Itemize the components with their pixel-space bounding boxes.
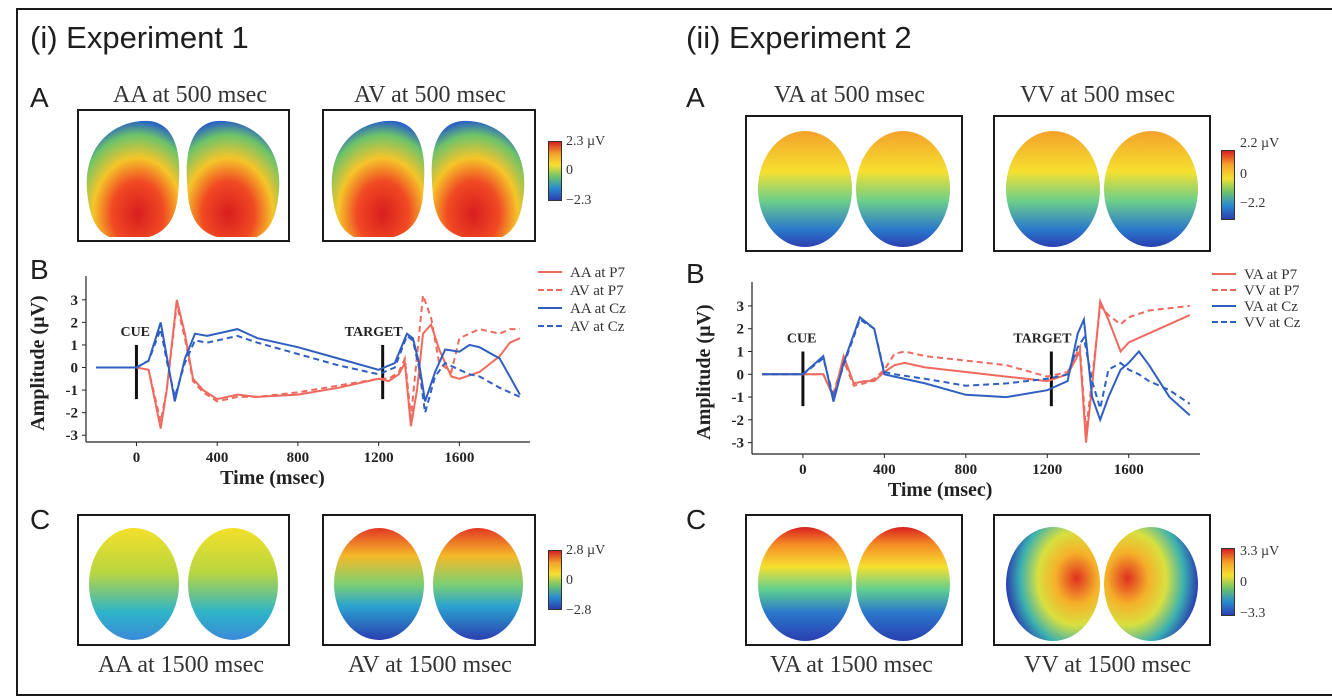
legend-label: VA at Cz — [1244, 299, 1298, 315]
legend-label: VV at P7 — [1244, 283, 1300, 299]
exp1-c-left-title: AA at 1500 msec — [98, 652, 264, 678]
legend-label: VV at Cz — [1244, 315, 1301, 331]
exp1-panel-b-label: B — [30, 254, 49, 285]
event-marker-label: TARGET — [1013, 331, 1072, 346]
x-tick-label: 400 — [206, 450, 229, 466]
exp1-c-color-scale — [548, 550, 562, 610]
head-pair-graphic — [758, 131, 950, 247]
exp2-c-left-title: VA at 1500 msec — [770, 652, 933, 678]
series-line — [762, 318, 1191, 409]
exp1-a-scale-mid: 0 — [566, 163, 573, 178]
legend-label: VA at P7 — [1244, 267, 1298, 283]
series-line — [96, 325, 521, 413]
legend-label: AV at Cz — [570, 319, 625, 335]
exp1-c-scale-max: 2.8 µV — [566, 543, 606, 558]
x-axis-label: Time (msec) — [888, 479, 993, 501]
y-tick-label: -2 — [732, 413, 745, 429]
exp1-c-scale-min: −2.8 — [566, 603, 592, 618]
series-line — [762, 315, 1191, 423]
head-pair-graphic — [331, 120, 525, 237]
experiment-1-title: (i) Experiment 1 — [30, 20, 249, 55]
y-tick-label: -3 — [66, 428, 79, 444]
exp1-c-scale-mid: 0 — [566, 573, 573, 588]
y-tick-label: -2 — [66, 406, 79, 422]
head-pair-graphic — [1006, 131, 1198, 247]
exp2-c-scale-max: 3.3 µV — [1240, 544, 1280, 559]
x-tick-label: 800 — [287, 450, 310, 466]
exp1-panel-c-label: C — [30, 504, 51, 535]
series-line — [96, 299, 521, 429]
y-tick-label: 1 — [71, 338, 79, 354]
exp2-a-left-title: VA at 500 msec — [774, 82, 925, 108]
topomap-va-1500 — [745, 514, 963, 646]
y-tick-label: -1 — [732, 390, 745, 406]
exp1-panel-a-label: A — [30, 82, 49, 113]
y-tick-label: 0 — [737, 367, 745, 383]
exp2-a-right-title: VV at 500 msec — [1020, 82, 1175, 108]
event-marker-label: CUE — [787, 331, 817, 346]
legend-label: AA at P7 — [570, 265, 626, 281]
x-tick-label: 1600 — [444, 450, 474, 466]
y-axis-label: Amplitude (µV) — [27, 295, 49, 430]
x-tick-label: 0 — [799, 462, 807, 478]
exp2-c-color-scale — [1221, 548, 1235, 616]
exp1-c-right-title: AV at 1500 msec — [348, 652, 512, 678]
y-tick-label: -1 — [66, 383, 79, 399]
topomap-vv-1500 — [993, 514, 1211, 646]
exp2-c-scale-mid: 0 — [1240, 575, 1247, 590]
y-tick-label: 1 — [737, 345, 745, 361]
exp1-legend: AA at P7 AV at P7 AA at Cz AV at Cz — [538, 265, 626, 335]
exp2-a-scale-max: 2.2 µV — [1240, 136, 1280, 151]
exp1-a-left-title: AA at 500 msec — [113, 82, 267, 108]
exp1-a-scale-min: −2.3 — [566, 193, 592, 208]
exp2-panel-c-label: C — [686, 504, 707, 535]
exp1-erp-chart: 3 2 1 0 -1 -2 -3 0 400 800 1200 1600 Time (msec) Ampl… — [27, 276, 530, 489]
y-tick-label: 3 — [737, 299, 745, 315]
y-tick-label: -3 — [732, 436, 745, 452]
topomap-av-500 — [322, 109, 536, 242]
exp2-a-scale-mid: 0 — [1240, 167, 1247, 182]
y-tick-label: 3 — [71, 293, 79, 309]
x-axis-label: Time (msec) — [220, 467, 325, 489]
series-line — [96, 294, 520, 422]
x-tick-label: 800 — [955, 462, 978, 478]
exp2-c-right-title: VV at 1500 msec — [1024, 652, 1191, 678]
exp2-a-color-scale — [1221, 150, 1235, 220]
x-tick-label: 0 — [133, 450, 141, 466]
x-tick-label: 1200 — [1032, 462, 1062, 478]
event-marker-label: CUE — [120, 325, 150, 340]
x-tick-label: 1600 — [1114, 462, 1144, 478]
head-pair-graphic — [89, 528, 278, 640]
exp2-a-scale-min: −2.2 — [1240, 196, 1266, 211]
x-tick-label: 1200 — [364, 450, 394, 466]
event-marker-label: TARGET — [345, 325, 404, 340]
x-tick-label: 400 — [873, 462, 896, 478]
legend-label: AA at Cz — [570, 301, 626, 317]
exp1-a-color-scale — [548, 141, 562, 201]
experiment-2-title: (ii) Experiment 2 — [686, 20, 912, 55]
topomap-va-500 — [745, 115, 963, 252]
y-tick-label: 0 — [71, 361, 79, 377]
exp1-a-scale-max: 2.3 µV — [566, 134, 606, 149]
topomap-aa-1500 — [77, 514, 290, 646]
exp1-a-right-title: AV at 500 msec — [354, 82, 506, 108]
topomap-aa-500 — [77, 109, 290, 242]
exp2-panel-b-label: B — [686, 258, 705, 289]
exp2-c-scale-min: −3.3 — [1240, 606, 1266, 621]
y-tick-label: 2 — [71, 315, 79, 331]
y-tick-label: 2 — [737, 322, 745, 338]
exp2-panel-a-label: A — [686, 82, 705, 113]
exp2-erp-chart: 3 2 1 0 -1 -2 -3 0 400 800 1200 1600 Time (msec) Ampl… — [693, 282, 1200, 501]
legend-label: AV at P7 — [570, 283, 624, 299]
head-pair-graphic — [86, 120, 280, 237]
topomap-vv-500 — [993, 115, 1211, 252]
topomap-av-1500 — [322, 514, 536, 646]
head-pair-graphic — [334, 528, 523, 640]
head-pair-graphic — [1006, 527, 1198, 641]
head-pair-graphic — [758, 527, 950, 641]
y-axis-label: Amplitude (µV) — [693, 304, 715, 439]
